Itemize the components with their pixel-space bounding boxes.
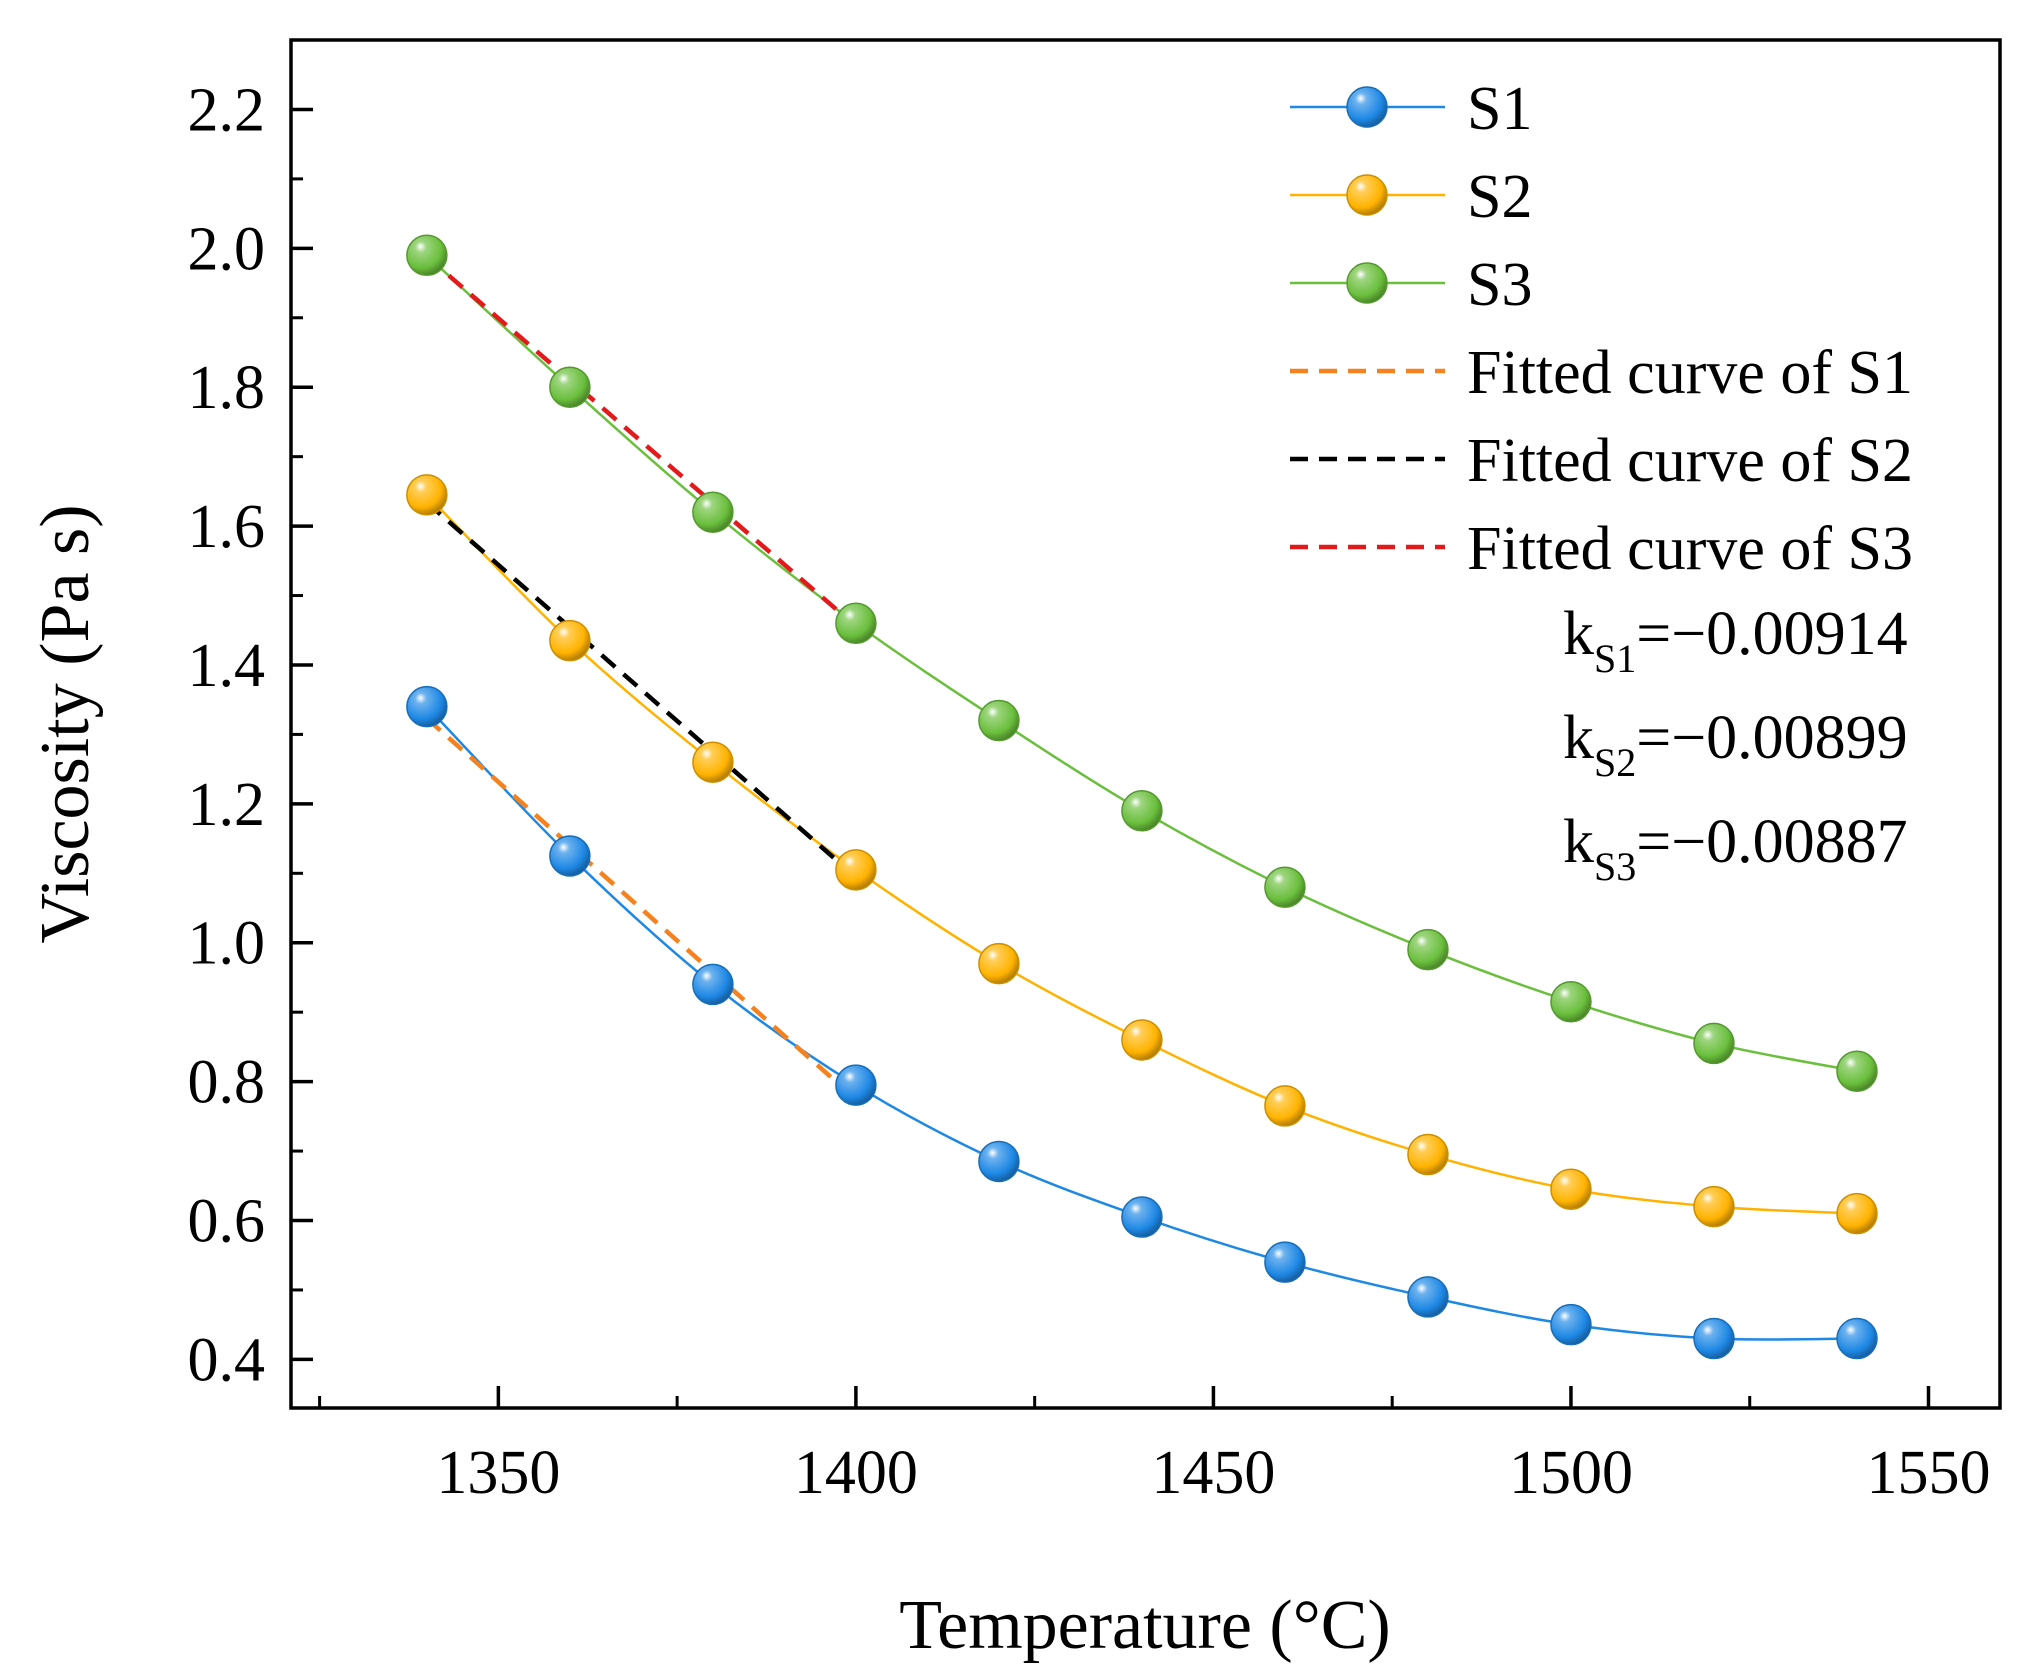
legend-marker-s1 [1346,86,1388,128]
legend-marker-s3 [1346,262,1388,304]
y-tick-label: 2.0 [188,215,266,283]
series-line-s2 [425,493,1858,1215]
legend-marker-s2 [1346,174,1388,216]
y-tick-label: 0.6 [188,1188,266,1256]
y-tick-label: 1.8 [188,354,266,422]
y-tick-label: 1.0 [188,910,266,978]
data-point-s3 [406,234,448,277]
legend-label-s3: S3 [1467,251,1532,319]
data-point-s2 [549,619,591,662]
data-point-s3 [692,491,734,533]
k-value-s1: kS1=−0.00914 [1563,600,1908,681]
data-point-s3 [1121,790,1163,832]
legend: S1 S2 S3 Fitted curve of S1 Fitted curve of … [1290,75,1913,583]
k-annotations: kS1=−0.00914 kS2=−0.00899 kS3=−0.00887 [1563,600,1908,889]
data-point-s2 [1693,1185,1735,1228]
fitted-line-s3 [425,254,858,628]
data-point-s3 [835,602,877,645]
axes [289,38,2002,1410]
data-point-s1 [406,685,448,728]
y-axis-title: Viscosity (Pa s) [27,504,104,943]
data-point-s2 [1264,1085,1306,1127]
data-point-s3 [1264,866,1306,908]
k-value-s3: kS3=−0.00887 [1563,808,1908,889]
x-tick-label: 1400 [794,1439,918,1507]
data-point-s2 [1550,1168,1592,1211]
data-point-s2 [1121,1019,1163,1061]
data-point-s3 [549,366,591,408]
data-point-s1 [1550,1303,1592,1346]
y-tick-label: 2.2 [188,76,266,144]
x-tick-label: 1500 [1509,1439,1633,1507]
data-point-s2 [692,741,734,783]
data-point-s1 [549,835,591,877]
markers [406,234,1878,1360]
legend-label-fit-s2: Fitted curve of S2 [1467,427,1913,495]
data-point-s3 [1550,981,1592,1023]
x-axis-title: Temperature (°C) [899,1587,1390,1664]
y-tick-label: 1.4 [188,632,266,700]
fit-lines [425,254,858,1101]
fitted-line-s1 [425,716,858,1101]
y-tick-label: 0.8 [188,1049,266,1117]
legend-label-fit-s3: Fitted curve of S3 [1467,515,1913,583]
data-point-s2 [1407,1133,1449,1176]
data-point-s3 [1407,928,1449,971]
legend-label-s1: S1 [1467,75,1532,143]
data-point-s1 [835,1064,877,1106]
legend-label-s2: S2 [1467,163,1532,231]
data-point-s1 [1693,1317,1735,1360]
data-point-s1 [1836,1317,1878,1360]
data-point-s1 [1264,1241,1306,1283]
legend-label-fit-s1: Fitted curve of S1 [1467,339,1913,407]
x-tick-label: 1550 [1866,1439,1990,1507]
data-point-s2 [406,474,448,516]
y-tick-label: 1.2 [188,771,266,839]
ticks: 1350 1400 1450 1500 1550 0.4 0.6 0.8 1.0 1.2 1.4 1.… [188,38,1990,1507]
x-tick-label: 1350 [436,1439,560,1507]
data-point-s1 [692,963,734,1006]
fitted-line-s2 [425,500,858,879]
data-point-s3 [978,699,1020,742]
data-point-s2 [1836,1192,1878,1235]
data-point-s2 [835,849,877,891]
data-point-s1 [1407,1276,1449,1318]
data-point-s2 [978,942,1020,985]
data-point-s3 [1836,1050,1878,1092]
x-tick-label: 1450 [1151,1439,1275,1507]
data-point-s3 [1693,1022,1735,1065]
y-tick-label: 0.4 [188,1326,266,1394]
plot-frame [289,38,2002,1410]
data-point-s1 [1121,1196,1163,1238]
data-point-s1 [978,1140,1020,1183]
k-value-s2: kS2=−0.00899 [1563,704,1908,785]
y-tick-label: 1.6 [188,493,266,561]
